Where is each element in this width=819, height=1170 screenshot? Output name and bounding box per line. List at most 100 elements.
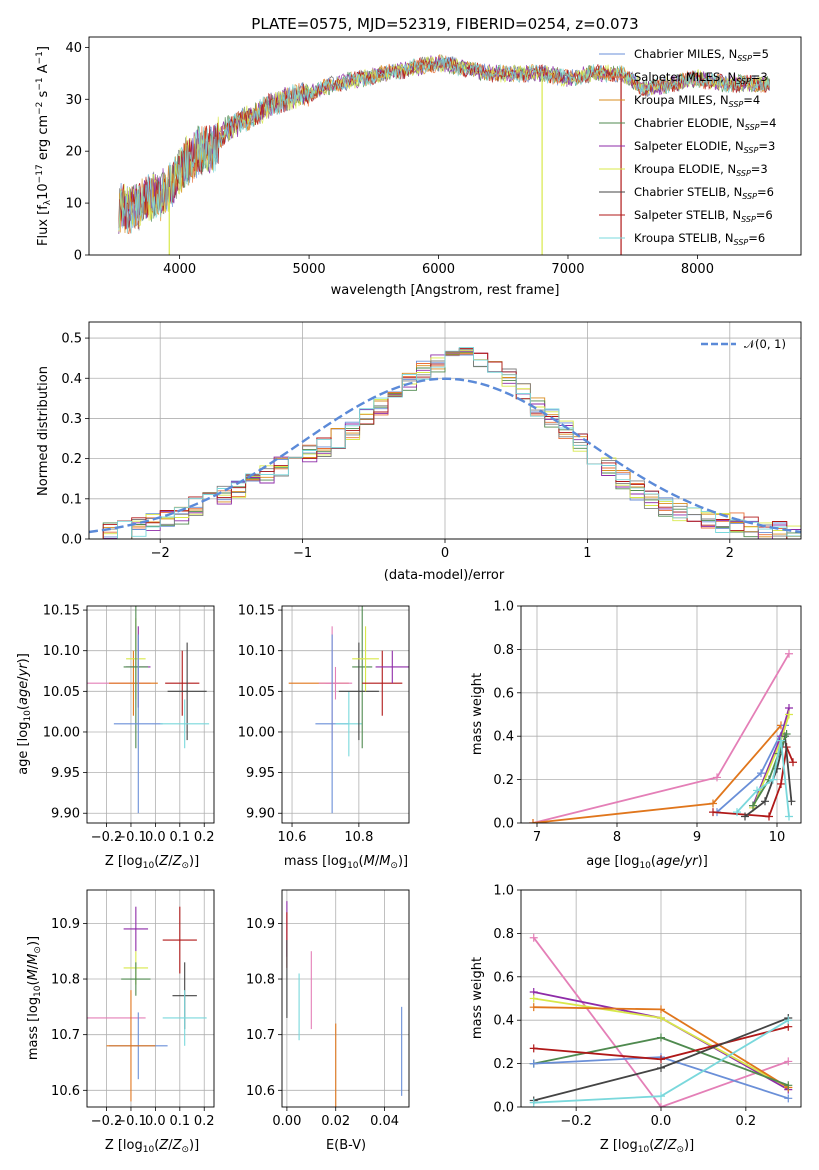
mass_vs_EBV-axes: 0.00 0.02 0.04 10.6 10.7 10.8 10.9 bbox=[246, 890, 409, 1129]
x-tick-label: 5000 bbox=[293, 262, 326, 277]
series-marker bbox=[785, 710, 793, 719]
legend-text: Chabrier ELODIE, N bbox=[634, 116, 745, 130]
y-tick-label: 10.9 bbox=[246, 917, 275, 932]
y-tick-label: 0.5 bbox=[61, 332, 82, 347]
x-tick-label: 0.1 bbox=[169, 1114, 190, 1129]
x-tick-label: 0.0 bbox=[651, 1114, 672, 1129]
massweight_vs_Z-lines bbox=[529, 933, 793, 1107]
y-tick-label: 0.0 bbox=[493, 817, 514, 832]
series-marker bbox=[761, 797, 769, 806]
age-vs-Z-xlabel: Z [log10(Z/Z⊙)] bbox=[105, 854, 199, 871]
age_vs_Z-frame bbox=[86, 605, 215, 824]
y-tick-label: 10.05 bbox=[43, 685, 80, 700]
series-marker bbox=[709, 808, 717, 817]
massweight-vs-Z-ylabel: mass weight bbox=[470, 957, 485, 1039]
y-tick-label: 9.95 bbox=[51, 766, 80, 781]
x-tick-label: −0.2 bbox=[91, 1114, 123, 1129]
legend-entry: Chabrier STELIB, NSSP=6 bbox=[634, 185, 774, 201]
x-tick-label: 8000 bbox=[681, 262, 714, 277]
series-marker bbox=[789, 758, 797, 767]
y-tick-label: 0.6 bbox=[493, 970, 514, 985]
x-tick-label: −2 bbox=[151, 546, 170, 561]
legend-sub: SSP bbox=[736, 77, 751, 86]
x-tick-label: 0.0 bbox=[145, 1114, 166, 1129]
gaussian-curve bbox=[89, 377, 801, 534]
y-tick-label: 0.4 bbox=[493, 730, 514, 745]
x-tick-label: −1 bbox=[293, 546, 312, 561]
series-marker bbox=[785, 812, 793, 821]
series-marker bbox=[785, 649, 793, 658]
y-tick-label: 0.4 bbox=[493, 1014, 514, 1029]
y-tick-label: 1.0 bbox=[493, 600, 514, 615]
y-tick-label: 10 bbox=[65, 197, 82, 212]
y-tick-label: 30 bbox=[65, 93, 82, 108]
x-tick-label: 0.2 bbox=[194, 1114, 215, 1129]
mass_vs_EBV-points bbox=[286, 901, 403, 1107]
legend-text: Kroupa STELIB, N bbox=[634, 231, 734, 245]
age_vs_Z-points bbox=[87, 606, 210, 814]
x-tick-label: 2 bbox=[726, 546, 734, 561]
massweight_vs_age-lines bbox=[529, 649, 797, 823]
massweight-vs-age-labels: age [log10(age/yr)] mass weight bbox=[470, 673, 708, 871]
x-tick-label: 10 bbox=[769, 830, 786, 845]
x-tick-label: 0.0 bbox=[145, 830, 166, 845]
x-tick-label: −0.2 bbox=[560, 1114, 592, 1129]
legend-sub: SSP bbox=[744, 146, 759, 155]
x-tick-label: 8 bbox=[613, 830, 621, 845]
age-vs-mass-labels: mass [log10(M/M⊙)] bbox=[284, 854, 408, 871]
spectrum-line bbox=[118, 54, 771, 234]
series-marker bbox=[709, 799, 717, 808]
y-tick-label: 10.7 bbox=[51, 1028, 80, 1043]
series-marker bbox=[657, 1055, 665, 1064]
legend-text: Salpeter ELODIE, N bbox=[634, 139, 744, 153]
legend-entry: Kroupa STELIB, NSSP=6 bbox=[634, 231, 765, 247]
age_vs_mass-axes: 10.6 10.8 9.90 9.95 10.00 10.05 10.10 10.15 bbox=[238, 604, 409, 845]
legend-text: Kroupa ELODIE, N bbox=[634, 162, 736, 176]
y-tick-label: 0.8 bbox=[493, 643, 514, 658]
age_vs_mass-frame bbox=[281, 605, 410, 824]
y-tick-label: 10.00 bbox=[238, 725, 275, 740]
spectrum-panel: PLATE=0575, MJD=52319, FIBERID=0254, z=0… bbox=[35, 15, 639, 298]
age_vs_Z-axes: −0.2−0.10.0 0.1 0.2 9.90 9.95 10.00 10.05 10.10… bbox=[43, 604, 215, 845]
mass_vs_EBV-frame bbox=[281, 889, 410, 1108]
series-marker bbox=[787, 797, 796, 806]
massweight_vs_Z-axes: −0.2 0.0 0.2 0.0 0.2 0.4 0.6 0.8 1.0 bbox=[493, 884, 801, 1129]
mass-vs-EBV-xlabel: E(B-V) bbox=[326, 1138, 366, 1153]
mass-vs-Z-ylabel: mass [log10(M/M⊙)] bbox=[26, 936, 43, 1060]
y-tick-label: 10.10 bbox=[238, 644, 275, 659]
y-tick-label: 1.0 bbox=[493, 884, 514, 899]
y-tick-label: 0.0 bbox=[493, 1101, 514, 1116]
legend-text: Kroupa MILES, N bbox=[634, 93, 729, 107]
series-marker bbox=[657, 1092, 665, 1101]
x-tick-label: 0 bbox=[441, 546, 449, 561]
residual-histogram-panel: (data-model)/error Normed distribution bbox=[36, 366, 505, 583]
spectrum-title: PLATE=0575, MJD=52319, FIBERID=0254, z=0… bbox=[251, 15, 638, 33]
series-marker bbox=[784, 1057, 793, 1066]
legend-entry: Chabrier MILES, NSSP=5 bbox=[634, 47, 769, 63]
y-tick-label: 10.8 bbox=[246, 973, 275, 988]
x-tick-label: 0.2 bbox=[736, 1114, 757, 1129]
legend-text: =3 bbox=[751, 70, 768, 84]
massweight-vs-age-ylabel: mass weight bbox=[470, 673, 485, 755]
series-marker bbox=[529, 819, 537, 823]
series-marker bbox=[741, 812, 749, 821]
legend-sub: SSP bbox=[729, 100, 744, 109]
mass-vs-Z-labels: Z [log10(Z/Z⊙)] mass [log10(M/M⊙)] bbox=[26, 936, 199, 1155]
y-tick-label: 10.05 bbox=[238, 685, 275, 700]
series-marker bbox=[782, 730, 791, 739]
series-marker bbox=[769, 775, 777, 784]
y-tick-label: 10.10 bbox=[43, 644, 80, 659]
y-tick-label: 10.8 bbox=[51, 973, 80, 988]
spectrum-xlabel: wavelength [Angstrom, rest frame] bbox=[331, 283, 560, 298]
series-marker bbox=[529, 994, 538, 1003]
spectrum-lines bbox=[118, 54, 771, 255]
series-marker bbox=[784, 1094, 793, 1103]
y-tick-label: 0.2 bbox=[493, 1057, 514, 1072]
series-marker bbox=[753, 786, 761, 795]
x-tick-label: 10.8 bbox=[344, 830, 373, 845]
legend-sub: SSP bbox=[741, 215, 756, 224]
massweight_vs_Z-frame bbox=[520, 889, 802, 1108]
age-vs-mass-xlabel: mass [log10(M/M⊙)] bbox=[284, 854, 408, 871]
